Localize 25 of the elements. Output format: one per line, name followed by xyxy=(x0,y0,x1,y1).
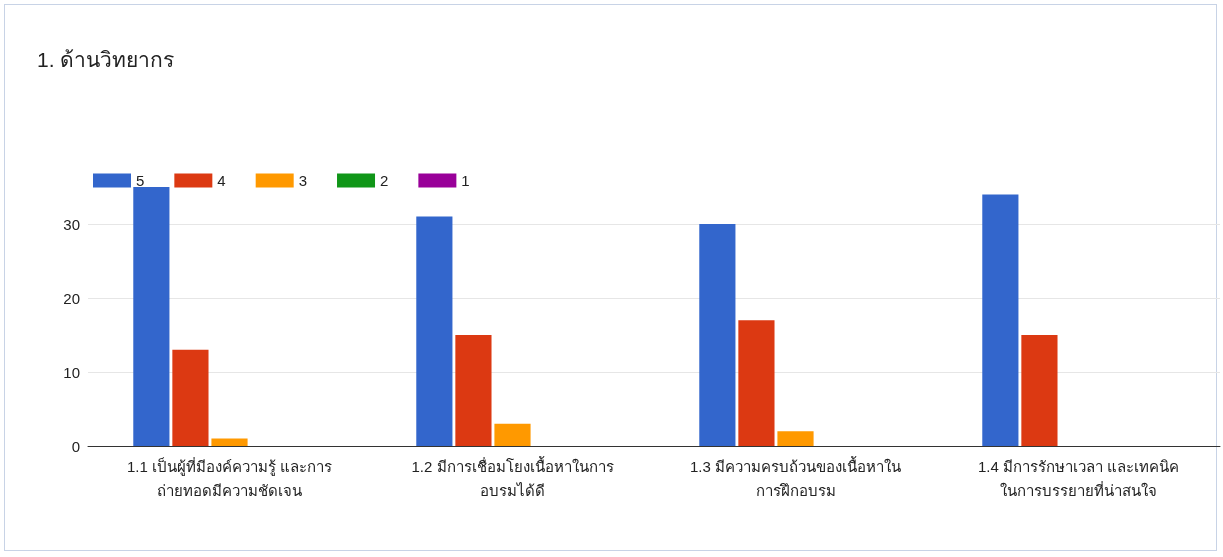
bar xyxy=(982,194,1019,446)
bar xyxy=(699,224,736,446)
bar xyxy=(738,320,775,446)
bar xyxy=(494,423,531,446)
y-tick-label: 0 xyxy=(71,437,80,455)
bar xyxy=(777,431,814,446)
bar xyxy=(211,438,248,446)
x-tick-label: 1.4 มีการรักษาเวลา และเทคนิค ในการบรรยายที่น่าสนใจ xyxy=(977,457,1180,499)
y-tick-label: 30 xyxy=(63,215,80,233)
legend-label: 2 xyxy=(380,172,389,189)
x-tick-label: 1.2 มีการเชื่อมโยงเนื้อหาในการ อบรมได้ดี xyxy=(411,455,614,499)
bar xyxy=(1021,335,1058,446)
chart-title: 1. ด้านวิทยากร xyxy=(37,48,175,71)
x-tick-label: 1.3 มีความครบถ้วนของเนื้อหาใน การฝึกอบรม xyxy=(689,455,902,499)
bar xyxy=(416,216,453,446)
y-tick-label: 20 xyxy=(63,289,80,307)
bar xyxy=(172,349,209,446)
legend-label: 1 xyxy=(461,172,470,189)
x-tick-label: 1.1 เป็นผู้ที่มีองค์ความรู้ และการ ถ่ายทอดมีความชัดเจน xyxy=(126,455,333,499)
legend-label: 4 xyxy=(217,172,226,189)
legend-label: 3 xyxy=(298,172,308,189)
legend-label: 5 xyxy=(136,172,145,189)
bar xyxy=(133,187,170,446)
bar xyxy=(455,335,492,446)
y-tick-label: 10 xyxy=(63,363,80,381)
